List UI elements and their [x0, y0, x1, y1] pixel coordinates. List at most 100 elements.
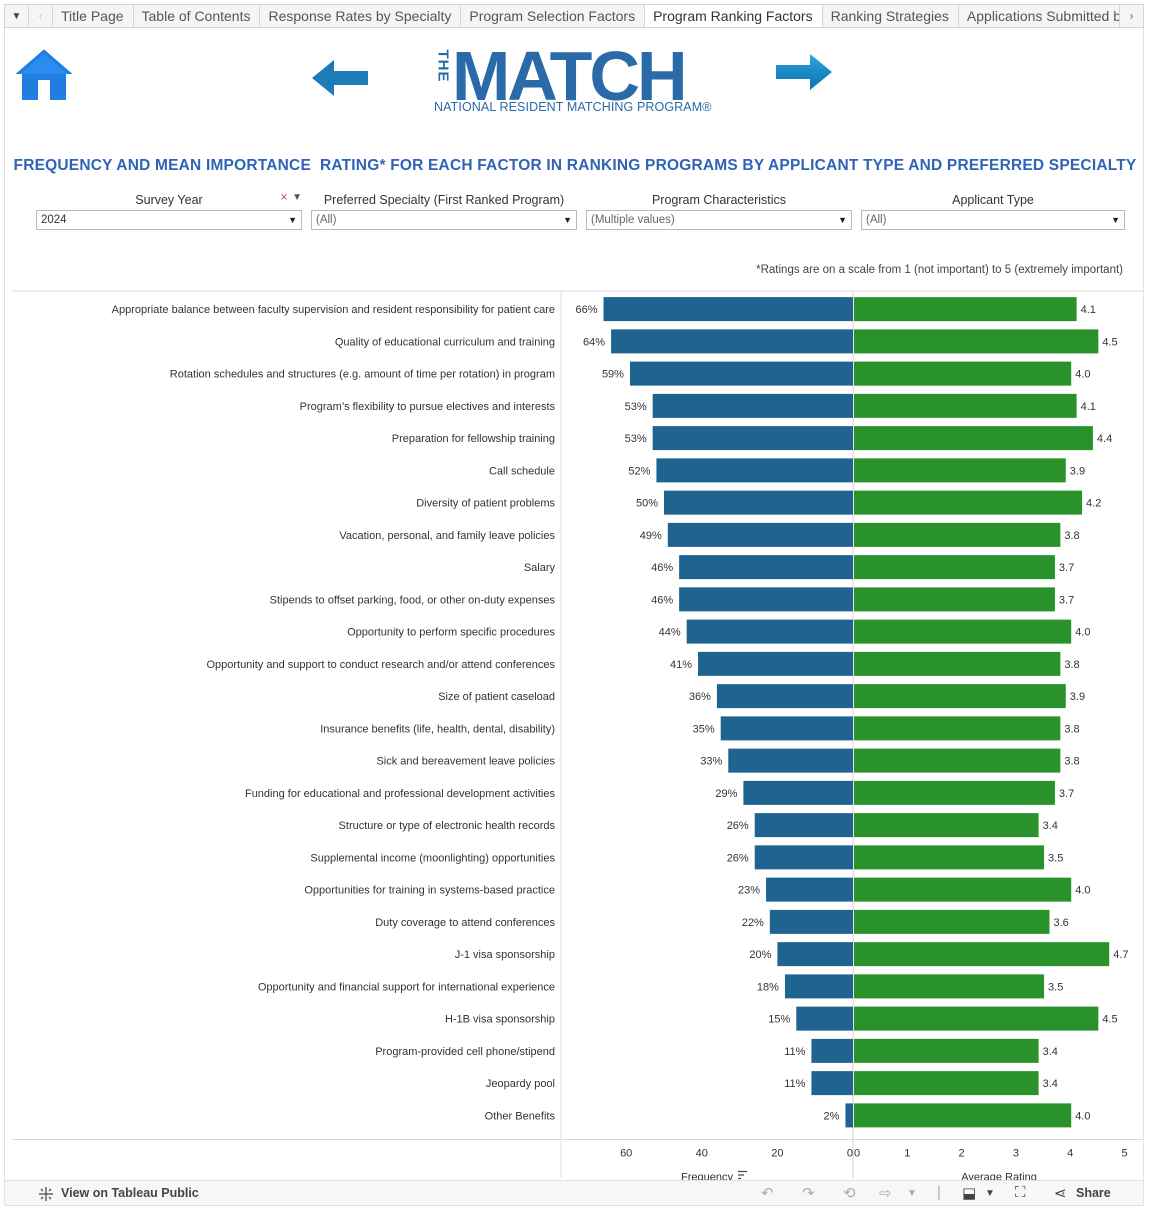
rating-bar[interactable]	[854, 297, 1077, 322]
fullscreen-icon[interactable]: ⛶	[1015, 1184, 1026, 1201]
tab-program-ranking-factors[interactable]: Program Ranking Factors	[645, 5, 823, 27]
rating-bar[interactable]	[854, 651, 1061, 676]
tab-applications-submitted-by[interactable]: Applications Submitted by	[959, 5, 1119, 27]
rating-bar[interactable]	[854, 522, 1061, 547]
rating-bar[interactable]	[854, 361, 1072, 386]
rating-bar[interactable]	[854, 1071, 1039, 1096]
refresh-icon[interactable]: ⇨	[879, 1185, 892, 1202]
preferred-specialty-select[interactable]: (All) ▼	[311, 210, 577, 230]
rating-data-label: 4.0	[1075, 1110, 1090, 1122]
tab-table-of-contents[interactable]: Table of Contents	[134, 5, 261, 27]
view-on-tableau-link[interactable]: View on Tableau Public	[61, 1186, 199, 1200]
frequency-data-label: 64%	[583, 336, 605, 348]
redo-icon[interactable]: ↷	[802, 1185, 815, 1202]
frequency-bar[interactable]	[667, 522, 853, 547]
rating-bar[interactable]	[854, 555, 1055, 580]
category-label: Appropriate balance between faculty supe…	[112, 304, 555, 316]
frequency-bar[interactable]	[629, 361, 853, 386]
arrow-right-icon[interactable]	[774, 52, 832, 92]
download-icon[interactable]: ⬓	[962, 1185, 977, 1202]
rating-data-label: 4.5	[1102, 1014, 1117, 1026]
rating-data-label: 3.4	[1043, 1078, 1058, 1090]
dropdown-arrow-icon: ▼	[838, 215, 847, 225]
frequency-bar[interactable]	[652, 393, 853, 418]
clear-filter-icon[interactable]: ⨯ ▼	[279, 192, 302, 203]
frequency-bar[interactable]	[769, 909, 853, 934]
filter-menu-caret-icon[interactable]: ▼	[292, 192, 302, 203]
rating-data-label: 4.5	[1102, 336, 1117, 348]
frequency-bar[interactable]	[754, 813, 853, 838]
frequency-data-label: 53%	[625, 433, 647, 445]
frequency-bar[interactable]	[766, 877, 853, 902]
rating-bar[interactable]	[854, 1006, 1099, 1031]
rating-bar[interactable]	[854, 587, 1055, 612]
tab-response-rates-by-specialty[interactable]: Response Rates by Specialty	[260, 5, 462, 27]
rating-bar[interactable]	[854, 748, 1061, 773]
pause-icon[interactable]: |	[937, 1184, 941, 1201]
undo-icon[interactable]: ↶	[761, 1185, 774, 1202]
frequency-bar[interactable]	[754, 845, 853, 870]
frequency-bar[interactable]	[811, 1071, 853, 1096]
frequency-data-label: 23%	[738, 885, 760, 897]
category-label: Diversity of patient problems	[416, 498, 555, 510]
download-menu-caret-icon[interactable]: ▼	[985, 1188, 995, 1199]
program-characteristics-select[interactable]: (Multiple values) ▼	[586, 210, 852, 230]
rating-bar[interactable]	[854, 716, 1061, 741]
rating-data-label: 3.9	[1070, 691, 1085, 703]
frequency-bar[interactable]	[720, 716, 853, 741]
rating-bar[interactable]	[854, 1038, 1039, 1063]
rating-bar[interactable]	[854, 490, 1083, 515]
rating-bar[interactable]	[854, 845, 1045, 870]
rating-bar[interactable]	[854, 619, 1072, 644]
survey-year-select[interactable]: 2024 ▼	[36, 210, 302, 230]
frequency-bar[interactable]	[679, 587, 853, 612]
chevron-left-icon[interactable]: ‹	[29, 5, 53, 27]
rating-bar[interactable]	[854, 329, 1099, 354]
frequency-bar[interactable]	[664, 490, 853, 515]
chevron-right-icon[interactable]: ›	[1119, 5, 1143, 27]
frequency-bar[interactable]	[698, 651, 853, 676]
arrow-left-icon[interactable]	[312, 58, 370, 98]
tab-program-selection-factors[interactable]: Program Selection Factors	[461, 5, 646, 27]
applicant-type-select[interactable]: (All) ▼	[861, 210, 1125, 230]
frequency-bar[interactable]	[784, 974, 853, 999]
frequency-bar[interactable]	[796, 1006, 853, 1031]
frequency-bar[interactable]	[611, 329, 853, 354]
refresh-menu-caret-icon[interactable]: ▼	[907, 1188, 917, 1199]
rating-bar[interactable]	[854, 393, 1077, 418]
frequency-data-label: 18%	[757, 981, 779, 993]
revert-icon[interactable]: ⟲	[843, 1185, 856, 1202]
rating-bar[interactable]	[854, 942, 1110, 967]
home-icon[interactable]	[12, 46, 76, 102]
dashboard-frame	[4, 28, 1144, 1180]
tab-ranking-strategies[interactable]: Ranking Strategies	[823, 5, 959, 27]
frequency-bar[interactable]	[686, 619, 853, 644]
frequency-bar[interactable]	[728, 748, 853, 773]
frequency-bar[interactable]	[652, 426, 853, 451]
rating-bar[interactable]	[854, 909, 1050, 934]
rating-bar[interactable]	[854, 1103, 1072, 1128]
rating-bar[interactable]	[854, 877, 1072, 902]
rating-data-label: 3.8	[1064, 756, 1079, 768]
rating-bar[interactable]	[854, 426, 1093, 451]
frequency-bar[interactable]	[845, 1103, 853, 1128]
frequency-bar[interactable]	[716, 684, 853, 709]
rating-data-label: 4.1	[1081, 304, 1096, 316]
frequency-bar[interactable]	[777, 942, 853, 967]
share-button[interactable]: Share	[1076, 1186, 1111, 1200]
rating-bar[interactable]	[854, 458, 1066, 483]
frequency-bar[interactable]	[743, 780, 853, 805]
frequency-bar[interactable]	[656, 458, 853, 483]
tab-title-page[interactable]: Title Page	[53, 5, 134, 27]
menu-caret-icon[interactable]: ▼	[5, 5, 29, 27]
frequency-bar[interactable]	[603, 297, 853, 322]
share-icon[interactable]: ⋖	[1054, 1185, 1067, 1202]
frequency-bar[interactable]	[679, 555, 853, 580]
frequency-bar[interactable]	[811, 1038, 853, 1063]
rating-bar[interactable]	[854, 684, 1066, 709]
rating-bar[interactable]	[854, 780, 1055, 805]
rating-bar[interactable]	[854, 813, 1039, 838]
frequency-data-label: 2%	[824, 1110, 840, 1122]
sort-descending-icon[interactable]	[738, 1170, 747, 1180]
rating-bar[interactable]	[854, 974, 1045, 999]
